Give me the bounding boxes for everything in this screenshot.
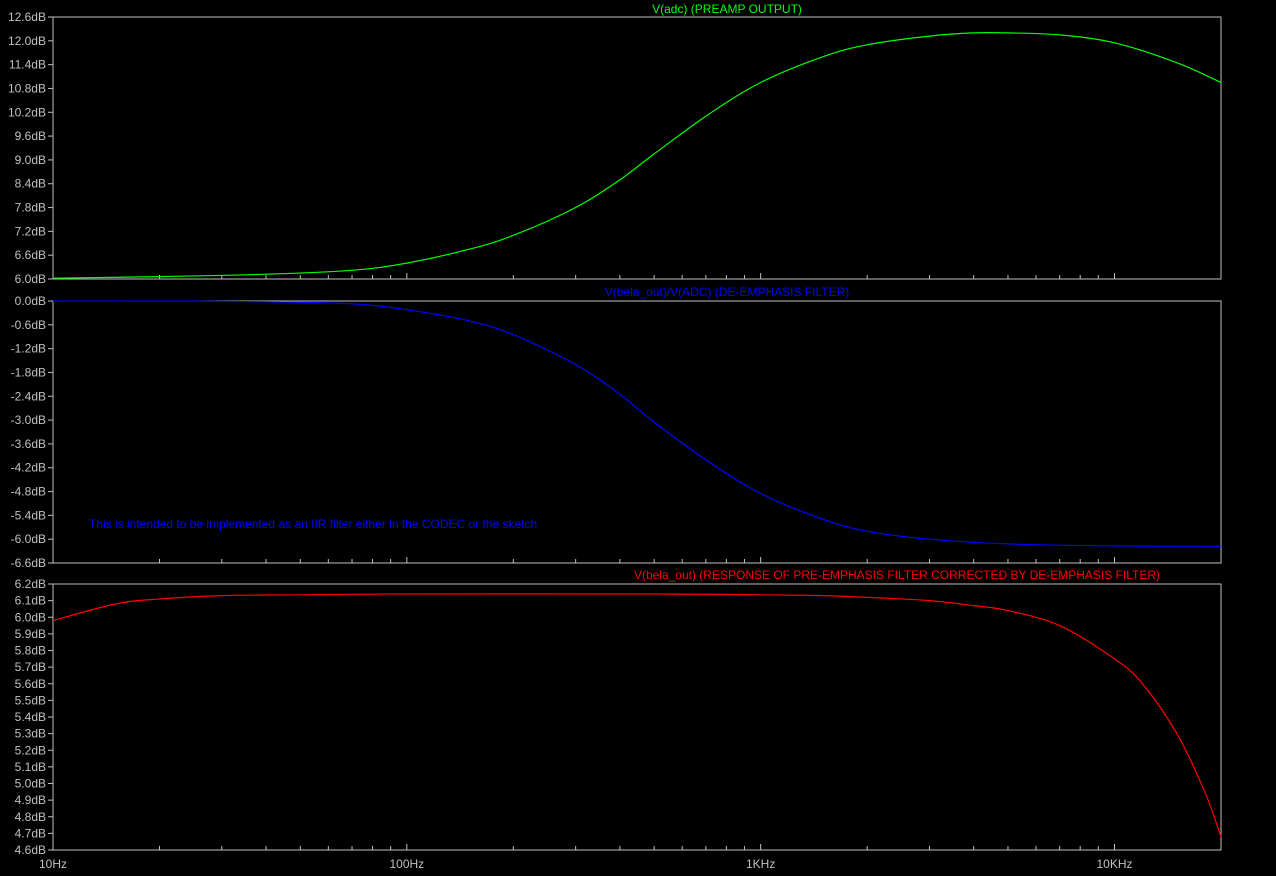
annotation-text: This is intended to be implemented as an… [89,517,537,531]
y-tick-label: 10.2dB [8,105,46,119]
plot-frame-3 [52,583,1222,851]
y-tick-label: 5.6dB [15,677,46,691]
y-tick-label: -4.2dB [11,461,46,475]
trace-line-2 [52,300,1222,547]
y-tick-label: -1.2dB [11,342,46,356]
y-tick-label: 5.9dB [15,627,46,641]
trace-title-2: V(bela_out)/V(ADC) (DE-EMPHASIS FILTER) [605,285,850,299]
y-tick-label: 0.0dB [15,294,46,308]
y-tick-label: 4.7dB [15,826,46,840]
y-tick-label: 9.0dB [15,153,46,167]
y-tick-label: -1.8dB [11,365,46,379]
y-tick-label: 4.6dB [15,843,46,857]
y-tick-label: 4.8dB [15,810,46,824]
y-tick-label: 6.0dB [15,610,46,624]
y-tick-label: 12.0dB [8,34,46,48]
y-tick-label: 7.8dB [15,201,46,215]
y-tick-label: -5.4dB [11,508,46,522]
y-tick-label: -6.0dB [11,532,46,546]
y-tick-label: 7.2dB [15,224,46,238]
y-tick-label: 6.6dB [15,248,46,262]
y-tick-label: 12.6dB [8,10,46,24]
y-tick-label: 5.0dB [15,777,46,791]
y-tick-label: -4.8dB [11,485,46,499]
y-tick-label: 5.8dB [15,644,46,658]
y-tick-label: 6.2dB [15,577,46,591]
trace-line-3 [52,593,1222,837]
y-tick-label: -0.6dB [11,318,46,332]
y-tick-label: 11.4dB [9,58,46,72]
trace-title-1: V(adc) (PREAMP OUTPUT) [652,2,802,16]
y-tick-label: 10.8dB [8,81,46,95]
x-tick-label: 10Hz [39,857,67,871]
y-tick-label: 4.9dB [15,793,46,807]
y-tick-label: 9.6dB [15,129,46,143]
y-tick-label: 5.2dB [15,743,46,757]
plot-frame-2 [52,300,1222,564]
y-tick-label: -3.6dB [11,437,46,451]
y-tick-label: -2.4dB [11,389,46,403]
y-tick-label: 6.1dB [15,594,46,608]
trace-title-3: V(bela_out) (RESPONSE OF PRE-EMPHASIS FI… [634,568,1160,582]
y-tick-label: 5.4dB [15,710,46,724]
y-tick-label: 8.4dB [15,177,46,191]
trace-line-1 [52,31,1222,279]
y-tick-label: 5.7dB [15,660,46,674]
y-tick-label: 5.5dB [15,693,46,707]
x-tick-label: 100Hz [389,857,424,871]
y-tick-label: 5.3dB [15,727,46,741]
plot-frame-1 [52,16,1222,280]
x-tick-label: 10KHz [1096,857,1132,871]
x-tick-label: 1KHz [746,857,775,871]
y-tick-label: -3.0dB [11,413,46,427]
y-tick-label: 5.1dB [15,760,46,774]
y-tick-label: 6.0dB [15,272,46,286]
y-tick-label: -6.6dB [11,556,46,570]
